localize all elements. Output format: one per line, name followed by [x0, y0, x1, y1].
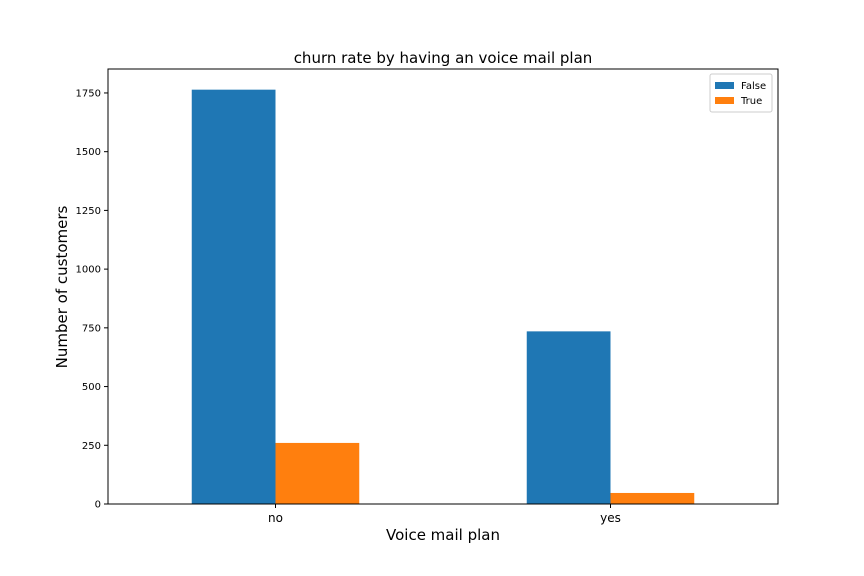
- bar-false-yes: [526, 331, 611, 504]
- y-tick-label: 1250: [76, 206, 101, 217]
- legend: False True: [709, 73, 773, 113]
- plot-area: [191, 89, 695, 504]
- y-tick-label: 500: [82, 382, 101, 393]
- y-axis: 0 250 500 750 1000 1250 1500 1750: [76, 88, 108, 511]
- legend-label-false: False: [741, 81, 766, 92]
- y-tick-label: 250: [82, 441, 101, 452]
- x-axis-label: Voice mail plan: [386, 526, 500, 544]
- y-tick-label: 0: [95, 500, 101, 511]
- bar-true-yes: [610, 492, 695, 504]
- y-tick-label: 1000: [76, 265, 101, 276]
- chart-title: churn rate by having an voice mail plan: [294, 49, 593, 67]
- bar-true-no: [275, 442, 360, 504]
- plot-frame: [107, 68, 779, 505]
- y-tick-label: 1500: [76, 147, 101, 158]
- y-axis-label: Number of customers: [53, 205, 71, 368]
- x-tick-label: yes: [600, 511, 621, 525]
- bar-false-no: [191, 89, 276, 504]
- legend-swatch-true: [715, 97, 734, 104]
- y-tick-label: 1750: [76, 88, 101, 99]
- x-tick-label: no: [268, 511, 283, 525]
- x-axis: no yes: [268, 504, 621, 525]
- legend-swatch-false: [715, 82, 734, 89]
- legend-label-true: True: [740, 96, 762, 107]
- y-tick-label: 750: [82, 323, 101, 334]
